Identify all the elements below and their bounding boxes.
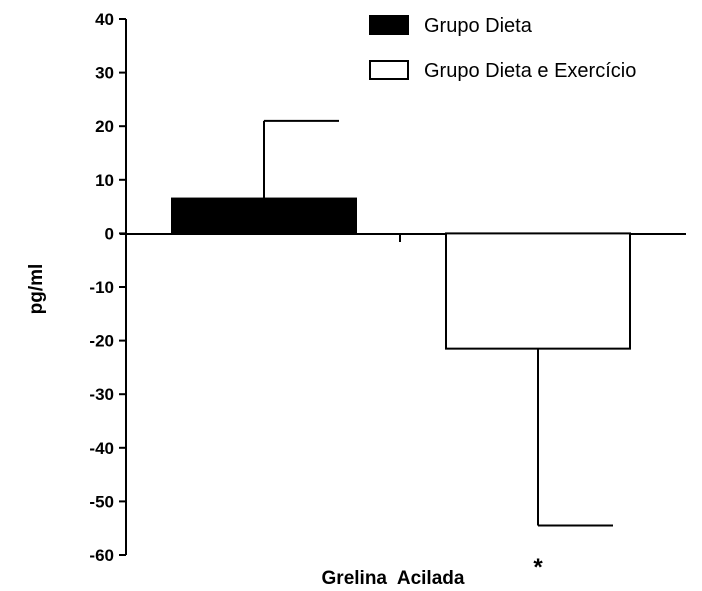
y-tick-label: -10 xyxy=(89,278,114,297)
y-axis-title: pg/ml xyxy=(26,264,47,315)
bar-0 xyxy=(171,197,357,235)
y-tick-label: 40 xyxy=(95,10,114,29)
y-tick-label: 0 xyxy=(105,224,114,243)
y-tick-label: 30 xyxy=(95,64,114,83)
legend-label-grupo-dieta-exercicio: Grupo Dieta e Exercício xyxy=(424,60,636,82)
significance-asterisk: * xyxy=(533,554,543,581)
legend-swatch-grupo-dieta xyxy=(369,15,409,35)
bars xyxy=(171,197,631,350)
error-bars xyxy=(263,119,613,527)
y-tick-label: -60 xyxy=(89,546,114,565)
y-tick-label: -50 xyxy=(89,492,114,511)
y-ticks: 40 30 20 10 0 -10 -20 -30 -40 -50 -60 xyxy=(89,10,126,565)
y-tick-label: -30 xyxy=(89,385,114,404)
legend-label-grupo-dieta: Grupo Dieta xyxy=(424,15,533,37)
legend: Grupo Dieta Grupo Dieta e Exercício xyxy=(369,15,636,82)
y-tick-label: 10 xyxy=(95,171,114,190)
y-tick-label: -40 xyxy=(89,439,114,458)
x-axis-label: Grelina Acilada xyxy=(322,568,465,589)
y-tick-label: -20 xyxy=(89,332,114,351)
bar-1 xyxy=(445,232,631,350)
y-tick-label: 20 xyxy=(95,117,114,136)
legend-swatch-grupo-dieta-exercicio xyxy=(369,60,409,80)
